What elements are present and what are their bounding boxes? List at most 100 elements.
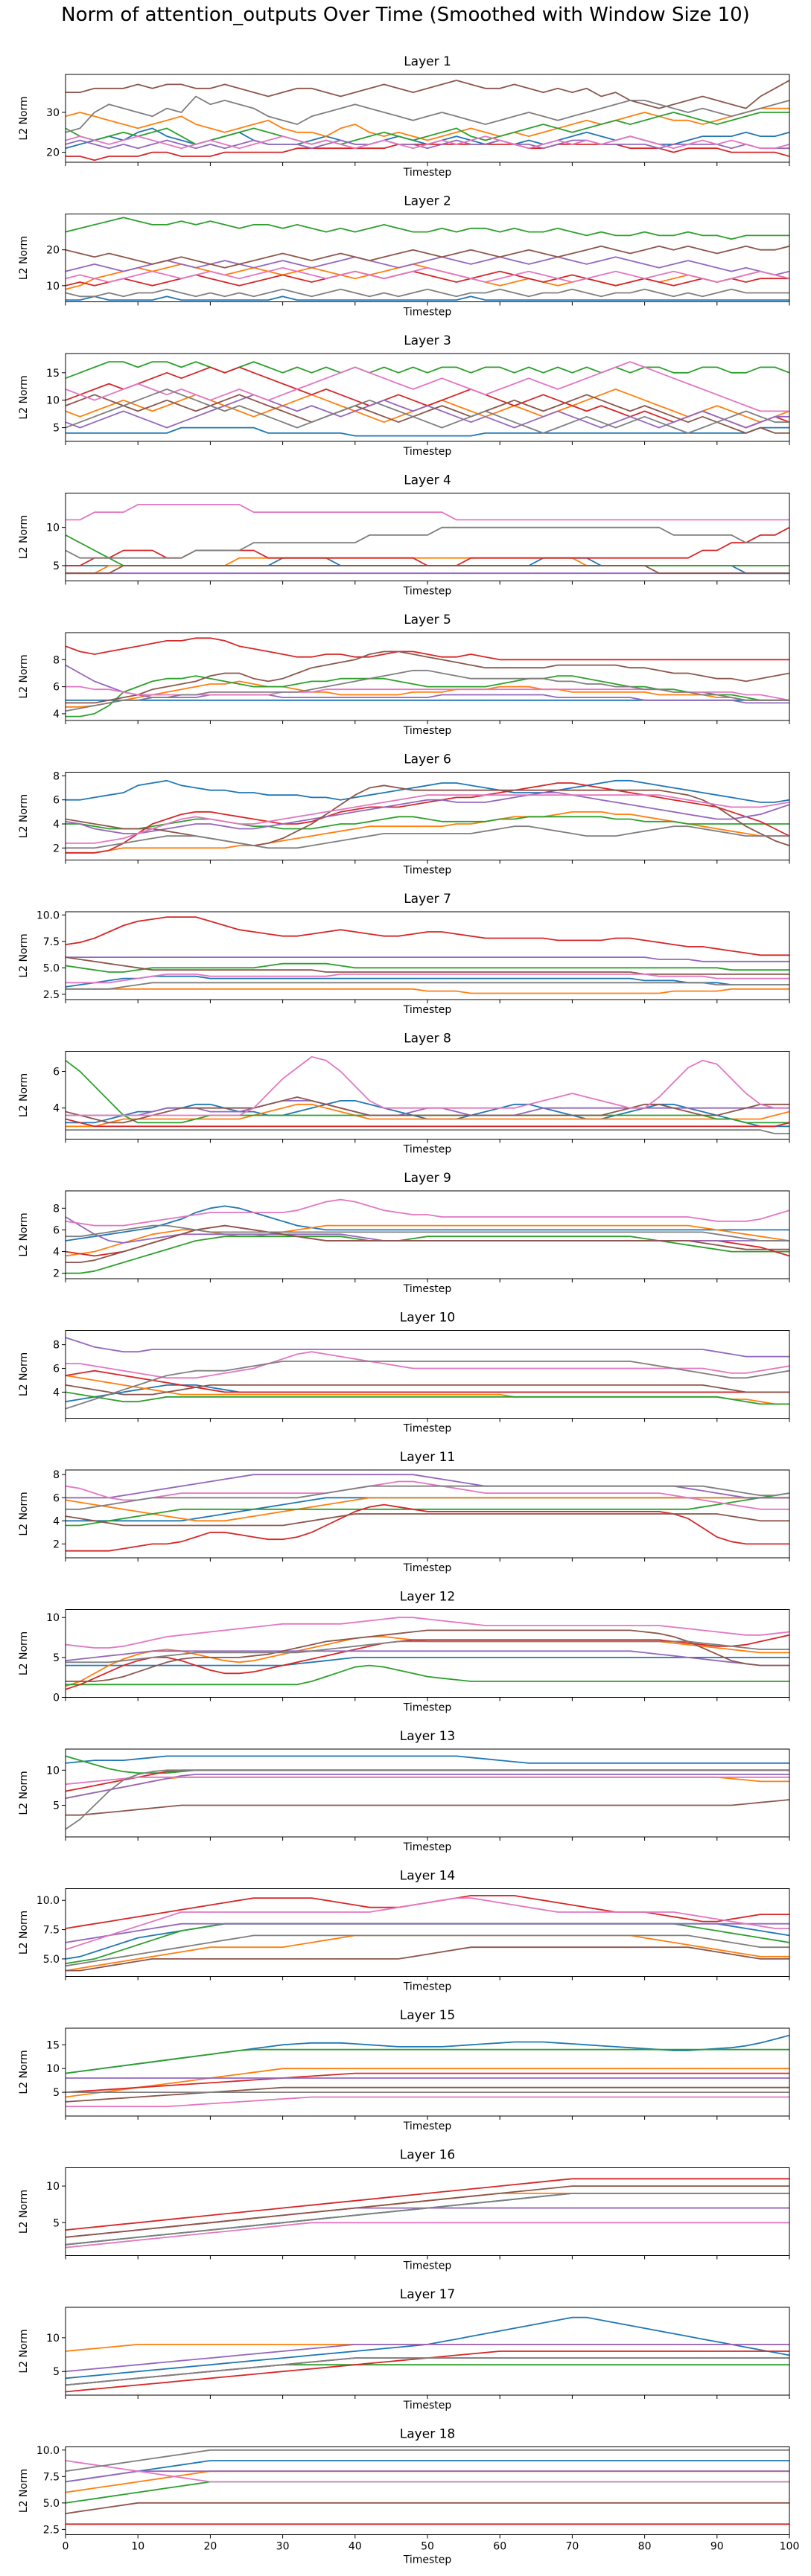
x-axis-label: Timestep: [403, 1144, 452, 1156]
series-line-6: [66, 784, 789, 846]
axes-frame: [65, 74, 790, 163]
series-line-7: [66, 504, 789, 521]
y-tick-label: 10: [46, 2063, 60, 2075]
series-line-2: [66, 1776, 789, 1799]
series-line-1: [66, 779, 789, 803]
axes-frame: [65, 1748, 790, 1838]
axes-frame: [65, 2027, 790, 2117]
series-line-4: [66, 1769, 789, 1792]
series-line-4: [66, 2178, 789, 2231]
axes-frame: [65, 1609, 790, 1698]
series-line-2: [66, 1636, 789, 1687]
y-axis-label: L2 Norm: [18, 1492, 30, 1535]
subplot-layer-6: Layer 6 L2 Norm Timestep 2 4 6 8: [18, 752, 790, 877]
series-line-3: [66, 816, 789, 830]
subplot-title: Layer 11: [400, 1450, 455, 1465]
series-line-3: [66, 1664, 789, 1686]
subplot-title: Layer 14: [400, 1869, 455, 1884]
subplot-title: Layer 13: [400, 1729, 455, 1744]
y-tick-label: 20: [46, 147, 60, 159]
x-axis-label: Timestep: [403, 1004, 452, 1016]
series-line-7: [66, 685, 789, 701]
y-tick-label: 0: [53, 1693, 60, 1704]
y-tick-label: 5.0: [43, 2498, 60, 2510]
series-line-2: [66, 2343, 789, 2352]
series-line-8: [66, 1485, 789, 1510]
series-line-8: [66, 1769, 789, 1830]
subplot-title: Layer 9: [404, 1171, 451, 1186]
subplot-title: Layer 7: [404, 892, 451, 907]
y-tick-label: 6: [53, 795, 60, 807]
y-tick-label: 10: [46, 1612, 60, 1624]
series-line-3: [66, 1391, 789, 1405]
series-line-6: [66, 394, 789, 434]
axes-frame: [65, 2167, 790, 2256]
subplot-title: Layer 6: [404, 752, 451, 767]
subplot-title: Layer 15: [400, 2008, 455, 2023]
series-line-2: [66, 1375, 789, 1405]
subplot-layer-15: Layer 15 L2 Norm Timestep 5 10 15: [18, 2008, 790, 2132]
series-line-6: [66, 2185, 789, 2238]
series-line-6: [66, 1946, 789, 1972]
series-line-2: [66, 2068, 789, 2098]
figure-title: Norm of attention_outputs Over Time (Smo…: [61, 4, 750, 26]
series-line-3: [66, 534, 789, 566]
series-line-7: [66, 2222, 789, 2249]
subplot-title: Layer 18: [400, 2427, 455, 2442]
series-line-1: [66, 1656, 789, 1666]
subplot-title: Layer 16: [400, 2148, 455, 2163]
y-axis-label: L2 Norm: [18, 2329, 30, 2373]
series-line-3: [66, 2481, 789, 2504]
series-line-8: [66, 2192, 789, 2246]
x-tick-label: 30: [276, 2541, 290, 2553]
series-line-6: [66, 245, 789, 269]
series-line-4: [66, 1118, 789, 1128]
y-axis-label: L2 Norm: [18, 1771, 30, 1815]
series-line-7: [66, 361, 789, 412]
series-line-2: [66, 2192, 789, 2238]
y-axis-label: L2 Norm: [18, 1911, 30, 1955]
series-line-8: [66, 288, 789, 298]
x-tick-label: 90: [710, 2541, 724, 2553]
series-line-8: [66, 1934, 789, 1967]
series-line-7: [66, 1198, 789, 1227]
series-line-4: [66, 916, 789, 956]
series-line-8: [66, 982, 789, 990]
y-tick-label: 5: [53, 423, 60, 435]
x-axis-label: Timestep: [403, 167, 452, 179]
y-tick-label: 30: [46, 107, 60, 119]
series-line-8: [66, 2449, 789, 2473]
y-tick-label: 5.0: [43, 1954, 60, 1966]
x-axis-label: Timestep: [403, 586, 452, 598]
series-line-8: [66, 526, 789, 559]
series-line-3: [66, 1492, 789, 1527]
series-line-4: [66, 366, 789, 429]
y-axis-label: L2 Norm: [18, 2050, 30, 2094]
series-line-1: [66, 2316, 789, 2380]
y-tick-label: 6: [53, 1364, 60, 1375]
series-line-3: [66, 361, 789, 380]
subplot-layer-7: Layer 7 L2 Norm Timestep 2.5 5.0 7.5 10.0: [18, 892, 790, 1016]
subplot-layer-14: Layer 14 L2 Norm Timestep 5.0 7.5 10.0: [18, 1869, 790, 1993]
series-line-6: [66, 1799, 789, 1816]
axes-frame: [65, 2446, 790, 2535]
series-line-1: [66, 295, 789, 301]
y-tick-label: 8: [53, 770, 60, 782]
series-line-7: [66, 1897, 789, 1951]
y-axis-label: L2 Norm: [18, 2469, 30, 2513]
y-tick-label: 10.0: [36, 1895, 60, 1907]
x-tick-label: 40: [349, 2541, 362, 2553]
series-line-5: [66, 956, 789, 962]
subplot-title: Layer 12: [400, 1590, 455, 1605]
y-tick-label: 5: [53, 2366, 60, 2378]
y-tick-label: 2: [53, 843, 60, 854]
y-axis-label: L2 Norm: [18, 1212, 30, 1256]
x-axis-label: Timestep: [403, 1423, 452, 1435]
series-line-5: [66, 394, 789, 429]
series-line-7: [66, 1351, 789, 1379]
series-line-6: [66, 1224, 789, 1263]
y-tick-label: 15: [46, 2039, 60, 2051]
subplot-title: Layer 3: [404, 333, 451, 348]
y-tick-label: 10: [46, 522, 60, 534]
